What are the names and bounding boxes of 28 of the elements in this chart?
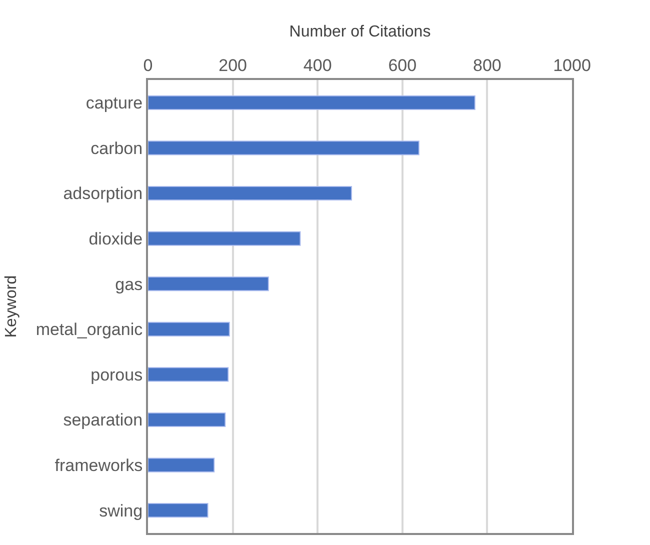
bar bbox=[148, 503, 208, 518]
y-tick-label: porous bbox=[90, 365, 143, 384]
y-tick-label: separation bbox=[63, 410, 143, 430]
bar bbox=[148, 458, 215, 472]
bar bbox=[148, 412, 226, 428]
y-tick-label: gas bbox=[115, 274, 143, 294]
y-tick-label: adsorption bbox=[63, 184, 143, 204]
x-axis-title: Number of Citations bbox=[289, 24, 431, 41]
bar bbox=[148, 231, 301, 246]
x-tick-label: 200 bbox=[218, 56, 247, 76]
x-tick-label: 800 bbox=[473, 56, 502, 76]
y-tick-label: swing bbox=[99, 501, 143, 520]
y-tick-label: carbon bbox=[90, 138, 143, 158]
bar bbox=[148, 186, 352, 201]
y-tick-label: capture bbox=[86, 94, 143, 113]
bar bbox=[148, 95, 476, 110]
x-tick-label: 400 bbox=[303, 56, 332, 76]
y-tick-label: metal_organic bbox=[36, 320, 144, 340]
y-tick-label: frameworks bbox=[54, 456, 143, 475]
x-tick-label: 600 bbox=[388, 56, 417, 76]
y-tick-label: dioxide bbox=[88, 230, 143, 248]
x-tick-label: 1000 bbox=[553, 56, 591, 76]
bar bbox=[148, 322, 230, 336]
bar bbox=[148, 276, 269, 292]
bar bbox=[148, 367, 229, 382]
x-tick-label: 0 bbox=[143, 56, 153, 76]
y-axis-title: Keyword bbox=[3, 275, 20, 338]
bar bbox=[148, 140, 420, 156]
